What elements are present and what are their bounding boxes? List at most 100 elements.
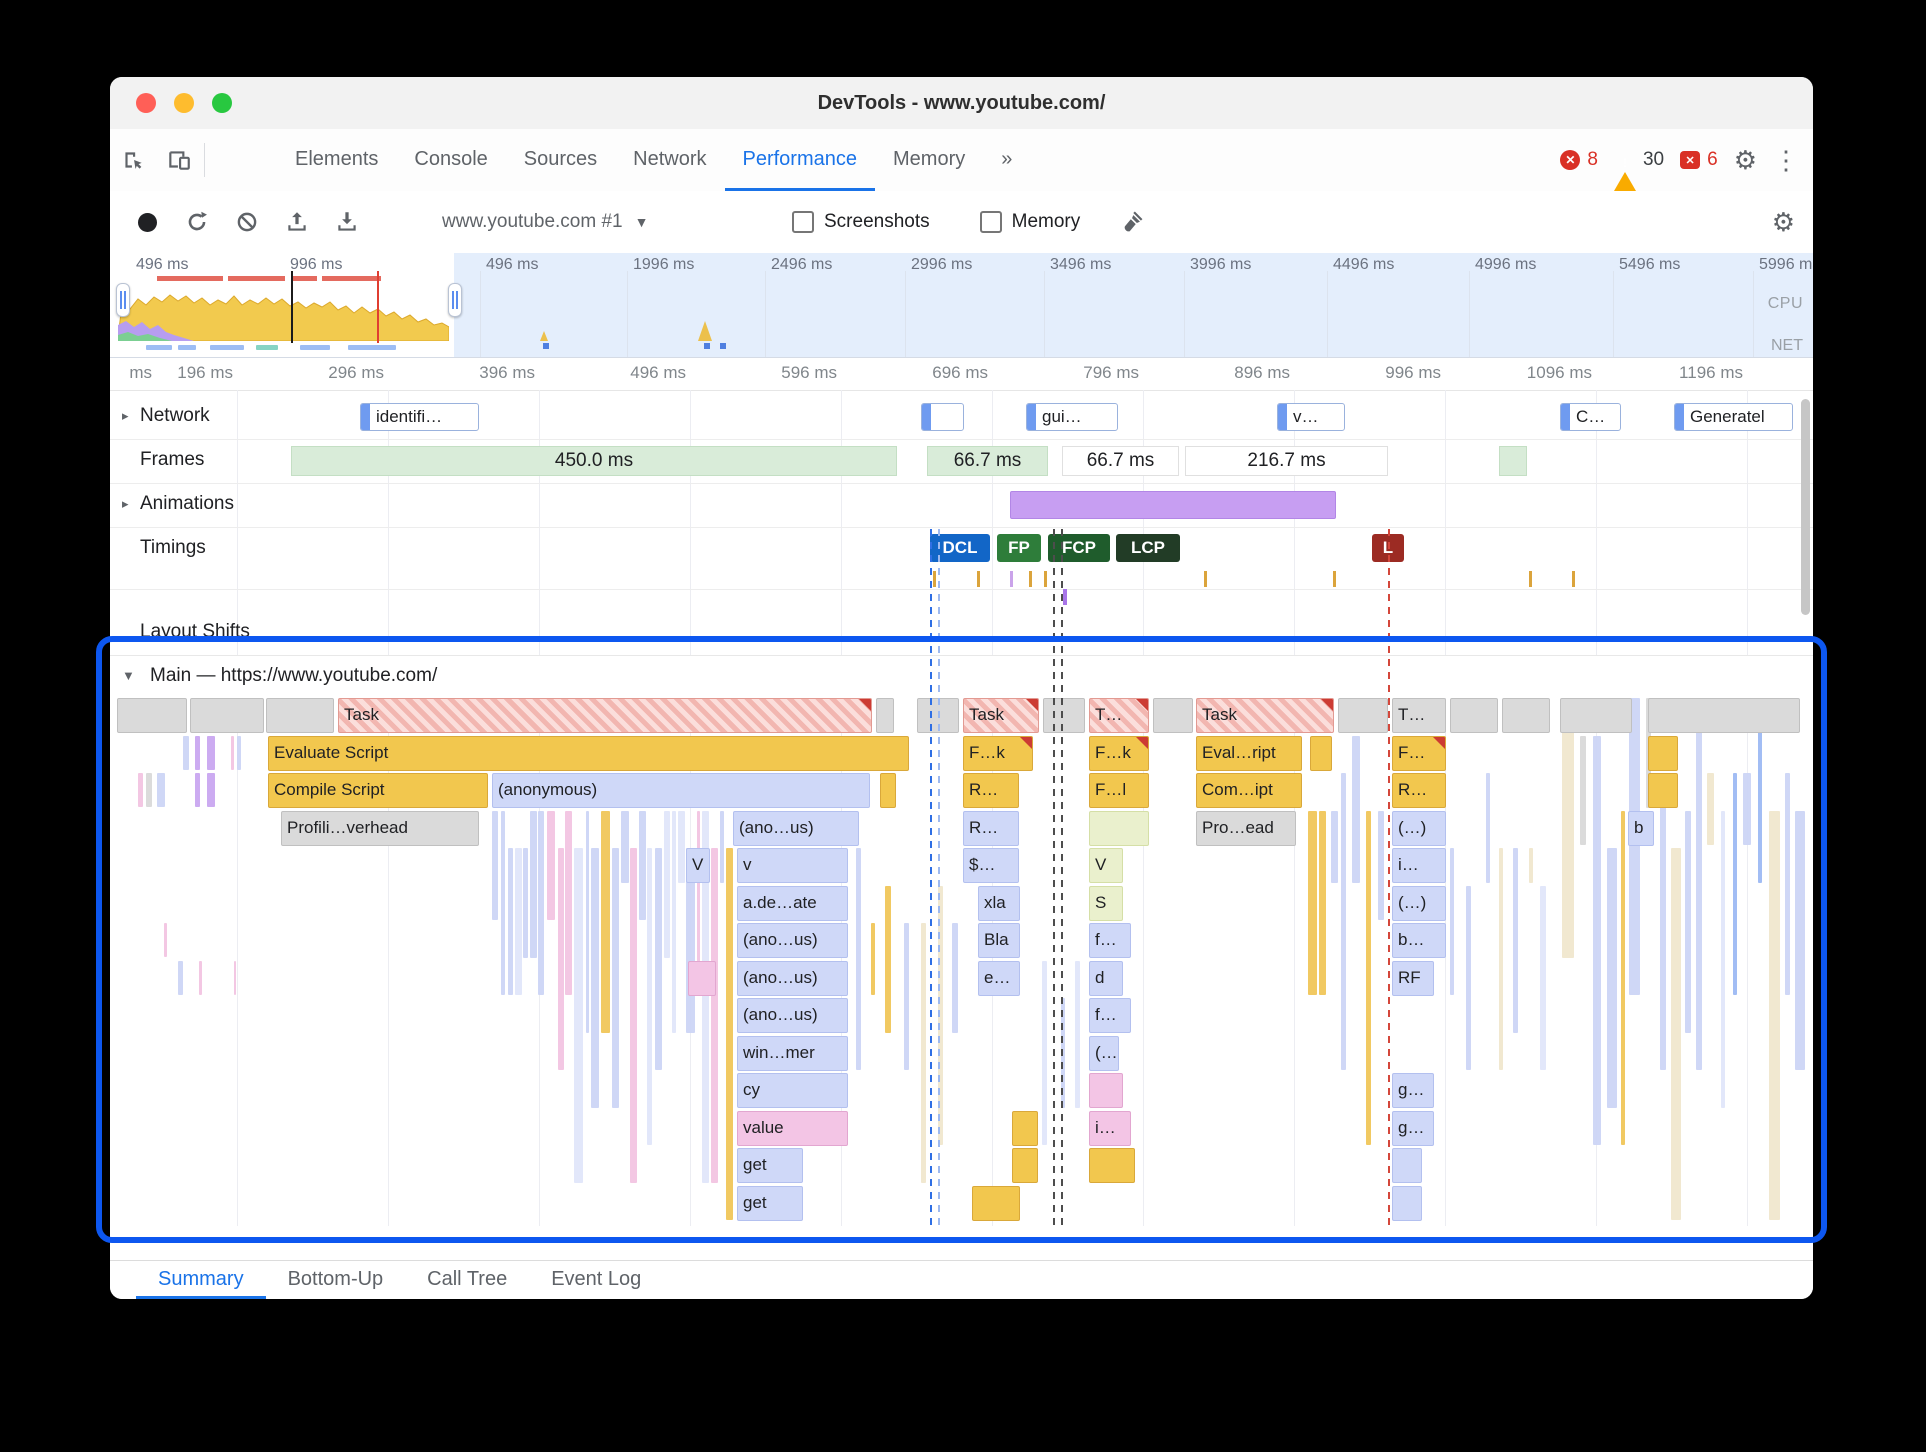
flame-bar-f-k[interactable]: F…k [1089,735,1149,771]
flame-bar-item[interactable]: (…) [1392,885,1446,921]
flame-bar-anon[interactable] [1392,1185,1422,1221]
kebab-menu-icon[interactable]: ⋮ [1773,145,1799,175]
overview-right-drag-handle[interactable] [448,283,462,317]
flame-bar-task[interactable]: Task [338,698,872,733]
flame-bar-v[interactable]: v [737,848,848,883]
flame-bar-t[interactable]: T… [1089,698,1149,733]
close-window-button[interactable] [136,93,156,113]
animation-bar[interactable] [1010,491,1336,519]
flame-bar-ano-us[interactable]: (ano…us) [737,998,848,1033]
flame-bar-e[interactable]: e… [978,960,1020,996]
overview-left-drag-handle[interactable] [116,283,130,317]
flame-bar-green2[interactable] [1089,810,1149,846]
flame-bar-script[interactable] [1089,1148,1135,1183]
frame-segment[interactable]: 450.0 ms [291,446,897,476]
device-toolbar-icon[interactable] [156,129,202,191]
flame-bar-script[interactable] [1012,1148,1038,1183]
settings-gear-icon[interactable]: ⚙ [1733,145,1757,175]
flame-bar-pink[interactable] [1089,1073,1123,1108]
overview-selected-region[interactable]: 496 ms 996 ms [110,253,454,357]
vertical-scrollbar[interactable] [1801,399,1810,615]
frame-segment[interactable] [1499,446,1527,476]
flame-bar-script[interactable] [1648,735,1678,771]
flame-bar-a-de-ate[interactable]: a.de…ate [737,885,848,921]
issues-badge[interactable]: ✕ 6 [1680,149,1718,171]
flame-bar-script[interactable] [1310,735,1332,771]
flame-bar-task[interactable] [917,698,959,733]
flame-bar-f[interactable]: f… [1089,998,1131,1033]
network-request-item[interactable] [921,403,964,431]
timing-marker-fp[interactable]: FP [997,534,1041,562]
timing-marker-lcp[interactable]: LCP [1116,534,1180,562]
flame-bar-pink[interactable] [688,960,716,996]
flame-chart[interactable]: Task Task T… Task T… Evaluate Script F…k F…k Eva… [110,698,1813,1226]
flame-bar-task[interactable]: Task [963,698,1039,733]
timing-marker-fcp[interactable]: FCP [1048,534,1110,562]
flame-bar-anon[interactable] [1392,1148,1422,1183]
flame-bar-com-ipt[interactable]: Com…ipt [1196,773,1302,808]
flame-bar-task[interactable]: Task [1196,698,1334,733]
flame-bar-pro-ead[interactable]: Pro…ead [1196,810,1296,846]
flame-bar-item[interactable]: (… [1089,1035,1119,1071]
flame-bar-bla[interactable]: Bla [978,923,1020,958]
flame-bar-b[interactable]: b [1628,810,1654,846]
flame-bar-script[interactable] [1012,1110,1038,1146]
flame-bar-item[interactable]: (…) [1392,810,1446,846]
flame-bar-task[interactable] [117,698,187,733]
flame-bar-ano-us[interactable]: (ano…us) [737,923,848,958]
checkbox-box[interactable] [979,211,1002,233]
flame-bar-task[interactable] [190,698,264,733]
capture-settings-gear-icon[interactable]: ⚙ [1771,206,1795,237]
disclosure-triangle-icon[interactable]: ▸ [122,496,129,511]
checkbox-box[interactable] [792,211,814,233]
profile-select[interactable]: www.youtube.com #1 ▼ [442,211,742,233]
timing-marker-dcl[interactable]: DCL [930,534,990,562]
tab-elements[interactable]: Elements [295,148,379,170]
flame-bar-d[interactable]: d [1089,960,1123,996]
flame-bar-r[interactable]: R… [1392,773,1446,808]
flame-bar-v[interactable]: V [1089,848,1123,883]
bottom-tab-call-tree[interactable]: Call Tree [427,1268,508,1290]
flame-bar-s[interactable]: S [1089,885,1123,921]
disclosure-triangle-icon[interactable]: ▸ [122,408,129,423]
console-errors-badge[interactable]: ✕ 8 [1560,149,1598,171]
flame-bar-ano-us[interactable]: (ano…us) [737,960,848,996]
flame-bar-compile-script[interactable]: Compile Script [268,773,488,808]
flame-bar-r[interactable]: R… [963,810,1019,846]
network-request-gui[interactable]: gui… [1026,403,1118,431]
minimize-window-button[interactable] [174,93,194,113]
flame-bar-task[interactable] [1153,698,1193,733]
bottom-tab-event-log[interactable]: Event Log [551,1268,642,1290]
flame-bar-task[interactable] [1043,698,1085,733]
tab-memory[interactable]: Memory [893,148,966,170]
flame-bar-task[interactable] [1560,698,1632,733]
flame-bar-r[interactable]: R… [963,773,1019,808]
flame-bar-b[interactable]: b… [1392,923,1446,958]
flame-bar-i[interactable]: i… [1089,1110,1131,1146]
frame-segment[interactable]: 66.7 ms [927,446,1048,476]
bottom-tab-summary[interactable]: Summary [136,1261,266,1299]
flame-bar-script[interactable] [1648,773,1678,808]
reload-and-record-button[interactable] [172,209,222,235]
inspect-element-icon[interactable] [110,129,156,191]
flame-bar-f-k[interactable]: F…k [963,735,1033,771]
network-request-v[interactable]: v… [1277,403,1345,431]
window-titlebar[interactable]: DevTools - www.youtube.com/ [110,77,1813,130]
record-button[interactable] [122,212,172,232]
flame-bar-script[interactable] [972,1185,1020,1221]
flame-bar-task[interactable] [1502,698,1550,733]
flame-bar-v[interactable]: V [686,848,710,883]
tab-network[interactable]: Network [633,148,707,170]
flame-bar-g[interactable]: g… [1392,1073,1434,1108]
flame-bar-rf[interactable]: RF [1392,960,1434,996]
memory-checkbox[interactable]: Memory [979,211,1080,233]
flame-bar-task[interactable] [1648,698,1800,733]
network-request-c[interactable]: C… [1560,403,1621,431]
flame-bar-eval-ript[interactable]: Eval…ript [1196,735,1302,771]
tab-console[interactable]: Console [414,148,488,170]
flame-bar-xla[interactable]: xla [978,885,1020,921]
network-request-generatel[interactable]: Generatel [1674,403,1793,431]
flame-bar-get[interactable]: get [737,1185,803,1221]
collect-garbage-icon[interactable] [1108,209,1158,235]
main-thread-header[interactable]: ▼ Main — https://www.youtube.com/ [110,656,1813,696]
